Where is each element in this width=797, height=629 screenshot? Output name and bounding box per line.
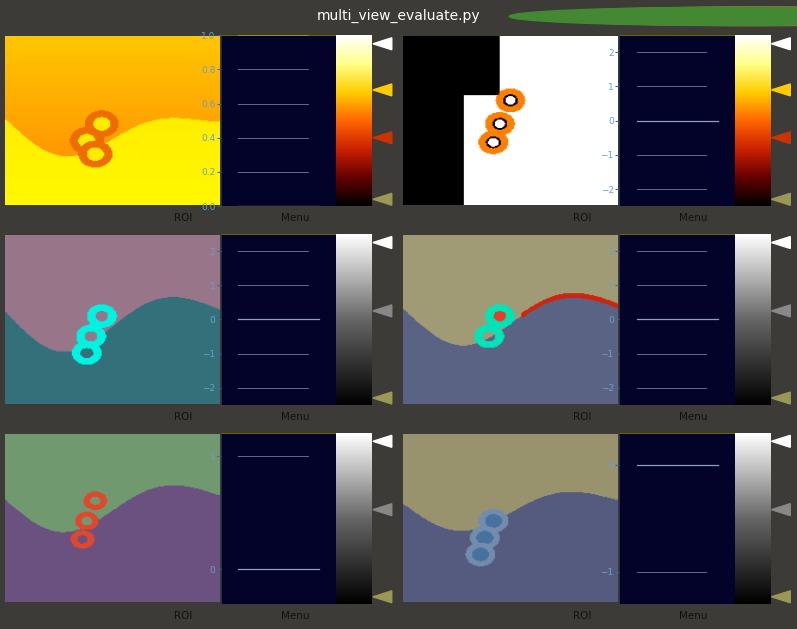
Polygon shape [373, 237, 392, 248]
Polygon shape [373, 305, 392, 317]
Polygon shape [373, 84, 392, 96]
Polygon shape [373, 193, 392, 205]
Polygon shape [373, 131, 392, 144]
Text: ROI: ROI [573, 213, 591, 223]
Polygon shape [373, 504, 392, 516]
Polygon shape [771, 131, 791, 144]
Polygon shape [373, 435, 392, 447]
Polygon shape [373, 38, 392, 50]
Polygon shape [771, 435, 791, 447]
Text: Menu: Menu [679, 611, 708, 621]
Polygon shape [771, 504, 791, 516]
Circle shape [528, 7, 797, 26]
Polygon shape [771, 193, 791, 205]
Text: ROI: ROI [573, 611, 591, 621]
Text: ROI: ROI [175, 611, 193, 621]
Polygon shape [373, 591, 392, 603]
Text: Menu: Menu [679, 412, 708, 422]
Polygon shape [771, 237, 791, 248]
Text: ROI: ROI [175, 213, 193, 223]
Polygon shape [771, 392, 791, 404]
Text: ROI: ROI [175, 412, 193, 422]
Text: Menu: Menu [281, 412, 309, 422]
Text: multi_view_evaluate.py: multi_view_evaluate.py [316, 9, 481, 23]
Circle shape [509, 7, 797, 26]
Polygon shape [771, 38, 791, 50]
Polygon shape [771, 84, 791, 96]
Text: Menu: Menu [679, 213, 708, 223]
Polygon shape [771, 591, 791, 603]
Circle shape [546, 7, 797, 26]
Polygon shape [373, 392, 392, 404]
Text: Menu: Menu [281, 611, 309, 621]
Text: ROI: ROI [573, 412, 591, 422]
Text: Menu: Menu [281, 213, 309, 223]
Polygon shape [771, 305, 791, 317]
